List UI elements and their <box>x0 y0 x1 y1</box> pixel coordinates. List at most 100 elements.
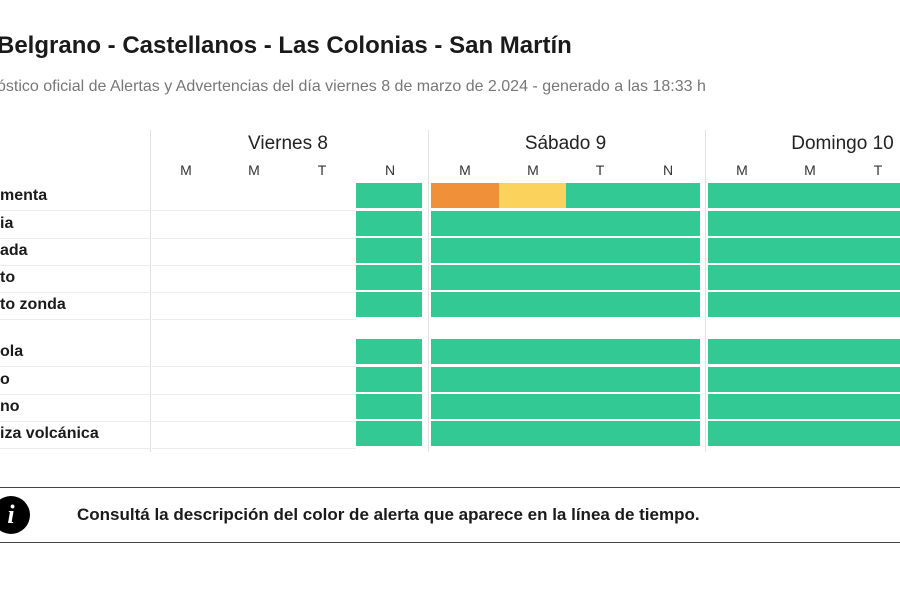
row-divider <box>152 421 356 422</box>
alert-cell <box>634 394 700 419</box>
info-icon: i <box>0 496 30 534</box>
alert-cell <box>356 292 422 317</box>
alert-cell <box>431 339 499 364</box>
alert-cell <box>776 183 844 208</box>
alert-cell <box>844 367 900 392</box>
period-label: T <box>595 162 605 178</box>
alert-cell <box>356 421 422 446</box>
alert-cell <box>634 421 700 446</box>
alert-cell <box>844 265 900 290</box>
row-divider <box>0 421 150 422</box>
row-divider <box>0 448 150 449</box>
alert-cell <box>776 367 844 392</box>
alert-cell <box>708 292 776 317</box>
row-label: o <box>0 371 10 388</box>
alert-cell <box>499 421 567 446</box>
alert-cell <box>634 238 700 263</box>
alert-cell <box>844 292 900 317</box>
period-label: M <box>180 162 192 178</box>
alert-cell <box>634 211 700 236</box>
alert-cell <box>844 339 900 364</box>
row-divider <box>152 238 356 239</box>
alert-cell <box>708 265 776 290</box>
alert-cell <box>499 292 567 317</box>
period-label: M <box>527 162 539 178</box>
period-label: M <box>804 162 816 178</box>
alert-cell <box>431 421 499 446</box>
alert-cell <box>566 339 634 364</box>
row-divider <box>0 292 150 293</box>
period-label: M <box>736 162 748 178</box>
alert-cell <box>356 339 422 364</box>
row-divider <box>152 366 356 367</box>
day-header: Sábado 9 <box>524 133 607 154</box>
alert-cell <box>844 183 900 208</box>
alert-cell <box>634 339 700 364</box>
row-divider <box>0 366 150 367</box>
alert-cell <box>776 394 844 419</box>
alert-cell <box>844 238 900 263</box>
alert-cell <box>499 394 567 419</box>
alert-cell <box>499 367 567 392</box>
row-divider <box>0 238 150 239</box>
alert-cell <box>708 211 776 236</box>
alert-cell <box>844 421 900 446</box>
alert-cell <box>776 292 844 317</box>
alert-cell <box>844 211 900 236</box>
alert-cell <box>499 265 567 290</box>
alert-cell <box>776 238 844 263</box>
alert-cell <box>356 211 422 236</box>
row-divider <box>152 394 356 395</box>
alert-cell <box>634 292 700 317</box>
alert-cell <box>431 238 499 263</box>
period-label: M <box>459 162 471 178</box>
alert-cell <box>356 367 422 392</box>
alert-cell <box>708 421 776 446</box>
row-divider <box>152 265 356 266</box>
row-divider <box>0 210 150 211</box>
alert-cell <box>776 421 844 446</box>
row-label: ola <box>0 343 24 360</box>
row-divider <box>152 210 356 211</box>
alert-cell <box>634 183 700 208</box>
alert-cell <box>431 292 499 317</box>
row-label: ia <box>0 215 14 232</box>
period-label: T <box>873 162 883 178</box>
alert-cell <box>499 339 567 364</box>
alert-cell <box>708 339 776 364</box>
alert-cell <box>708 394 776 419</box>
alert-cell <box>431 211 499 236</box>
period-label: M <box>248 162 260 178</box>
alert-cell <box>566 238 634 263</box>
row-divider <box>0 319 150 320</box>
day-header: Viernes 8 <box>248 133 328 154</box>
alert-cell <box>634 367 700 392</box>
alert-cell <box>776 211 844 236</box>
info-text: Consultá la descripción del color de ale… <box>77 505 700 524</box>
alert-cell <box>356 238 422 263</box>
row-label: to zonda <box>0 296 66 313</box>
period-label: N <box>384 162 396 178</box>
page-title: Belgrano - Castellanos - Las Colonias - … <box>0 32 572 59</box>
alert-cell <box>776 265 844 290</box>
alert-cell <box>431 183 499 208</box>
alert-cell <box>566 394 634 419</box>
row-divider <box>152 448 356 449</box>
row-label: menta <box>0 187 48 204</box>
alert-cell <box>431 367 499 392</box>
alert-cell <box>708 183 776 208</box>
alert-cell <box>566 183 634 208</box>
forecast-subtitle: óstico oficial de Alertas y Advertencias… <box>0 78 706 95</box>
alert-cell <box>566 265 634 290</box>
info-banner: i Consultá la descripción del color de a… <box>0 487 900 543</box>
row-label: to <box>0 269 16 286</box>
row-label: ada <box>0 242 28 259</box>
alert-cell <box>499 238 567 263</box>
alert-cell <box>431 265 499 290</box>
row-divider <box>152 292 356 293</box>
alert-cell <box>499 211 567 236</box>
alert-cell <box>708 238 776 263</box>
alert-cell <box>499 183 567 208</box>
alert-cell <box>356 265 422 290</box>
period-label: T <box>317 162 327 178</box>
